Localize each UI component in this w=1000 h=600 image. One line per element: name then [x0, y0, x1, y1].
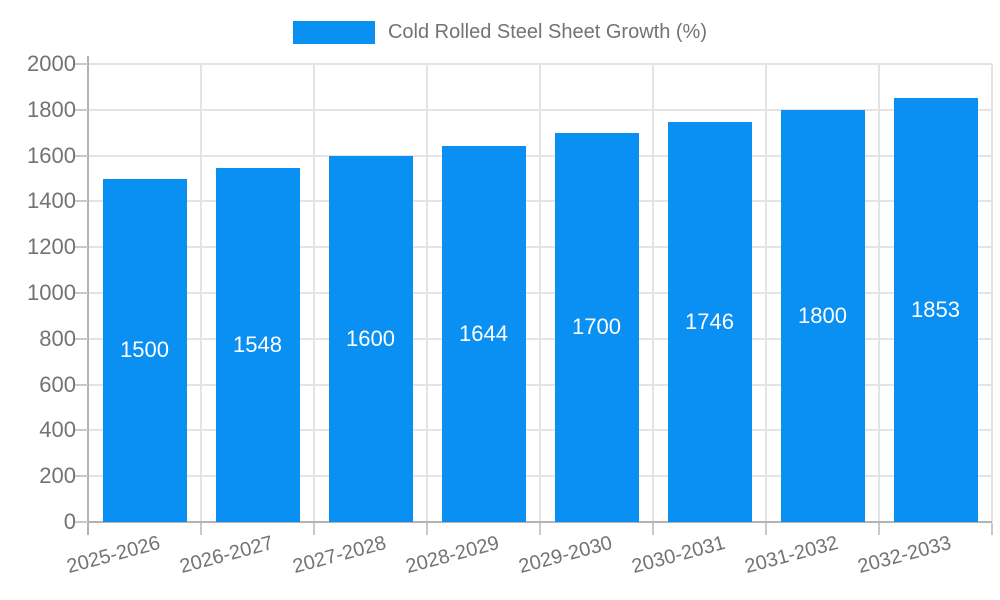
y-tick-label: 1600	[27, 142, 76, 168]
x-tick-label: 2032-2033	[855, 531, 954, 578]
y-axis-tick	[75, 337, 88, 340]
x-axis-tick	[539, 523, 541, 535]
y-tick-label: 400	[39, 417, 76, 443]
bar-value-label: 1600	[346, 325, 395, 351]
y-axis-tick	[75, 200, 88, 203]
bar-value-label: 1853	[911, 296, 960, 322]
x-axis-tick	[878, 523, 880, 535]
bar-2029-2030[interactable]: 1700	[554, 132, 639, 522]
y-tick-label: 1400	[27, 188, 76, 214]
gridline-vertical	[991, 64, 993, 522]
bar-2028-2029[interactable]: 1644	[441, 145, 526, 522]
x-axis-tick	[200, 523, 202, 535]
y-axis-tick	[75, 108, 88, 111]
gridline-vertical	[200, 64, 202, 522]
y-tick-label: 1200	[27, 234, 76, 260]
x-axis-tick	[765, 523, 767, 535]
legend-swatch-icon	[292, 21, 375, 44]
y-tick-label: 0	[63, 509, 76, 534]
x-tick-label: 2026-2027	[177, 531, 276, 578]
x-tick-label: 2031-2032	[742, 531, 841, 578]
y-axis-tick	[75, 429, 88, 432]
bar-2026-2027[interactable]: 1548	[215, 167, 300, 522]
x-tick-label: 2030-2031	[629, 531, 728, 578]
y-tick-label: 1800	[27, 96, 76, 122]
y-tick-label: 600	[39, 371, 76, 397]
x-axis-tick	[991, 523, 993, 535]
y-tick-label: 2000	[27, 51, 76, 76]
x-tick-label: 2027-2028	[290, 531, 389, 578]
bar-value-label: 1700	[572, 314, 621, 340]
gridline-vertical	[652, 64, 654, 522]
legend-item[interactable]: Cold Rolled Steel Sheet Growth (%)	[292, 21, 708, 44]
x-axis-tick	[313, 523, 315, 535]
bar-value-label: 1746	[685, 309, 734, 335]
x-axis-tick	[426, 523, 428, 535]
gridline-vertical	[765, 64, 767, 522]
x-axis-line	[75, 521, 992, 523]
x-tick-label: 2029-2030	[516, 531, 615, 578]
y-axis-line	[87, 56, 89, 535]
y-axis-tick	[75, 154, 88, 157]
legend-label: Cold Rolled Steel Sheet Growth (%)	[387, 21, 708, 43]
bar-2032-2033[interactable]: 1853	[893, 97, 978, 522]
y-axis-tick	[75, 383, 88, 386]
y-axis-tick	[75, 63, 88, 65]
y-tick-label: 800	[39, 325, 76, 351]
bar-2031-2032[interactable]: 1800	[780, 109, 865, 522]
bar-value-label: 1644	[459, 320, 508, 346]
bar-value-label: 1500	[120, 337, 169, 363]
gridline-vertical	[426, 64, 428, 522]
bar-value-label: 1548	[233, 331, 282, 357]
bar-2025-2026[interactable]: 1500	[102, 178, 187, 522]
y-axis-tick	[75, 246, 88, 249]
bar-value-label: 1800	[798, 302, 847, 328]
x-axis-tick	[652, 523, 654, 535]
x-tick-label: 2025-2026	[64, 531, 163, 578]
gridline-vertical	[539, 64, 541, 522]
legend: Cold Rolled Steel Sheet Growth (%)	[0, 21, 1000, 44]
x-tick-label: 2028-2029	[403, 531, 502, 578]
bar-2027-2028[interactable]: 1600	[328, 155, 413, 522]
y-axis-tick	[75, 475, 88, 478]
y-axis-tick	[75, 292, 88, 294]
y-tick-label: 200	[39, 463, 76, 489]
y-axis-tick	[75, 521, 88, 523]
bar-2030-2031[interactable]: 1746	[667, 122, 752, 522]
gridline-vertical	[878, 64, 880, 522]
y-tick-label: 1000	[27, 280, 76, 305]
gridline-vertical	[313, 64, 315, 522]
